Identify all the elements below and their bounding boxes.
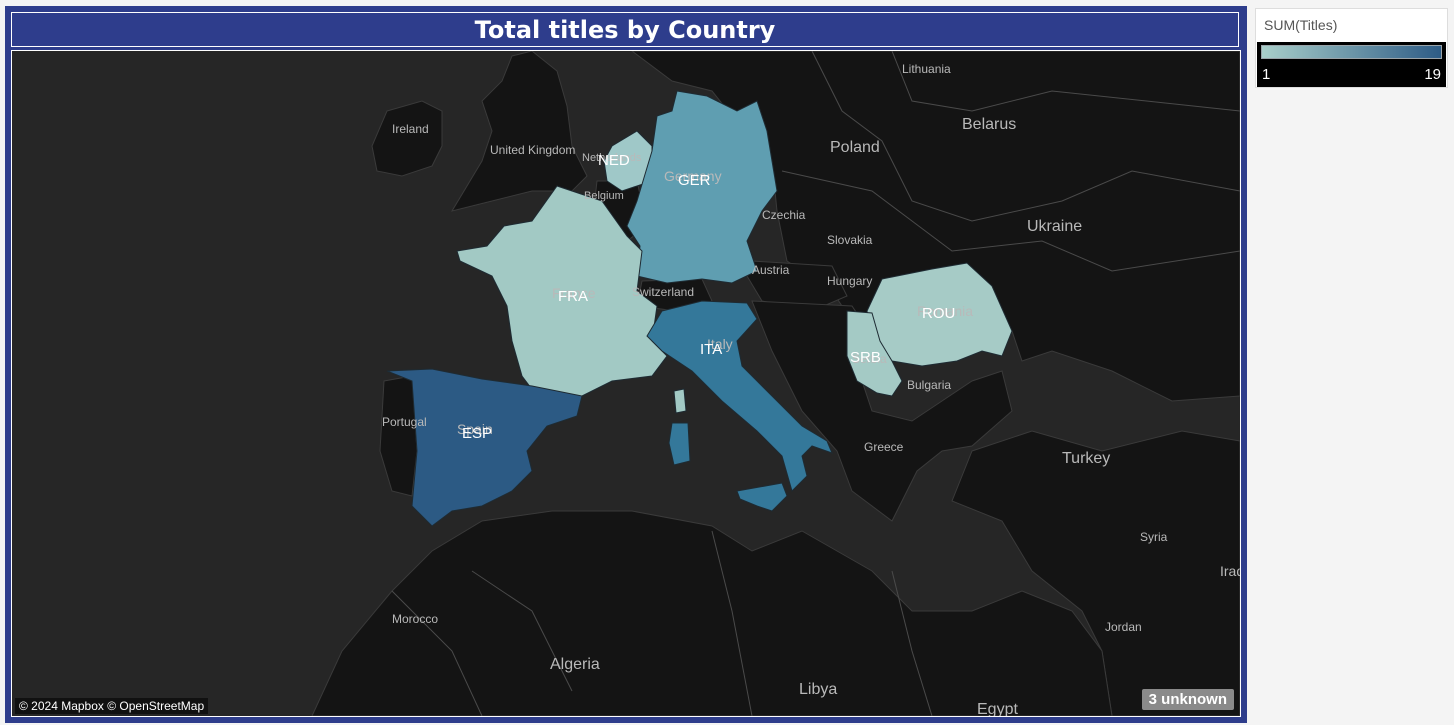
label-italy: Italy <box>707 336 733 352</box>
label-belarus: Belarus <box>962 116 1016 133</box>
label-germany: Germany <box>664 168 722 184</box>
country-label-ned: NED <box>598 152 630 169</box>
label-romania: Romania <box>917 303 973 319</box>
country-label-ita: ITA <box>700 341 722 358</box>
country-code-labels: NED GER FRA ITA ESP ROU SRB <box>462 152 955 442</box>
country-ita-sicily[interactable] <box>736 482 788 512</box>
label-ukraine: Ukraine <box>1027 218 1082 235</box>
label-hungary: Hungary <box>827 274 872 288</box>
map-title: Total titles by Country <box>474 15 776 44</box>
label-switzerland: Switzerland <box>632 285 694 299</box>
label-ireland: Ireland <box>392 122 429 136</box>
country-label-esp: ESP <box>462 425 492 442</box>
label-greece: Greece <box>864 440 904 454</box>
color-legend: SUM(Titles) 1 19 <box>1255 8 1448 88</box>
label-slovakia: Slovakia <box>827 233 873 247</box>
label-france: France <box>552 285 596 301</box>
legend-max-value: 19 <box>1424 66 1441 83</box>
label-bulgaria: Bulgaria <box>907 378 951 392</box>
country-label-ger: GER <box>678 172 711 189</box>
highlighted-countries[interactable] <box>386 90 1013 527</box>
title-bar: Total titles by Country <box>11 12 1239 47</box>
country-ger[interactable] <box>626 90 778 284</box>
country-label-srb: SRB <box>850 349 881 366</box>
map-attribution[interactable]: © 2024 Mapbox © OpenStreetMap <box>15 698 209 714</box>
label-turkey: Turkey <box>1062 450 1110 467</box>
choropleth-map[interactable]: Lithuania Belarus Poland Ireland United … <box>12 51 1240 716</box>
label-syria: Syria <box>1140 530 1168 544</box>
label-austria: Austria <box>752 263 790 277</box>
map-view[interactable]: Lithuania Belarus Poland Ireland United … <box>11 50 1241 717</box>
country-srb[interactable] <box>846 310 903 397</box>
country-ita[interactable] <box>646 300 833 492</box>
label-united-kingdom: United Kingdom <box>490 143 575 157</box>
dashboard-frame: Total titles by Country <box>5 6 1247 723</box>
label-algeria: Algeria <box>550 656 600 673</box>
country-label-fra: FRA <box>558 288 588 305</box>
label-jordan: Jordan <box>1105 620 1142 634</box>
country-fra-corsica[interactable] <box>673 388 687 414</box>
label-libya: Libya <box>799 681 837 698</box>
country-label-rou: ROU <box>922 305 955 322</box>
label-iraq: Iraq <box>1220 563 1240 579</box>
legend-scale: 1 19 <box>1257 42 1446 87</box>
border-lines <box>391 51 1240 716</box>
label-lithuania: Lithuania <box>902 62 951 76</box>
label-spain: Spain <box>457 421 493 437</box>
label-portugal: Portugal <box>382 415 427 429</box>
legend-min-value: 1 <box>1262 66 1271 83</box>
legend-color-ramp <box>1261 45 1442 59</box>
country-esp[interactable] <box>386 368 583 527</box>
label-egypt: Egypt <box>977 701 1018 716</box>
background-labels: Lithuania Belarus Poland Ireland United … <box>382 62 1240 716</box>
country-ned[interactable] <box>603 130 653 192</box>
legend-title: SUM(Titles) <box>1264 17 1338 33</box>
label-poland: Poland <box>830 139 880 156</box>
label-serbia: Serbia <box>852 352 887 366</box>
label-morocco: Morocco <box>392 612 438 626</box>
background-land <box>311 51 1240 716</box>
label-belgium: Belgium <box>584 190 624 202</box>
label-czechia: Czechia <box>762 208 806 222</box>
country-ita-sardinia[interactable] <box>668 422 691 466</box>
label-netherlands: Netherlands <box>582 152 642 164</box>
unknown-locations-badge[interactable]: 3 unknown <box>1141 689 1234 710</box>
